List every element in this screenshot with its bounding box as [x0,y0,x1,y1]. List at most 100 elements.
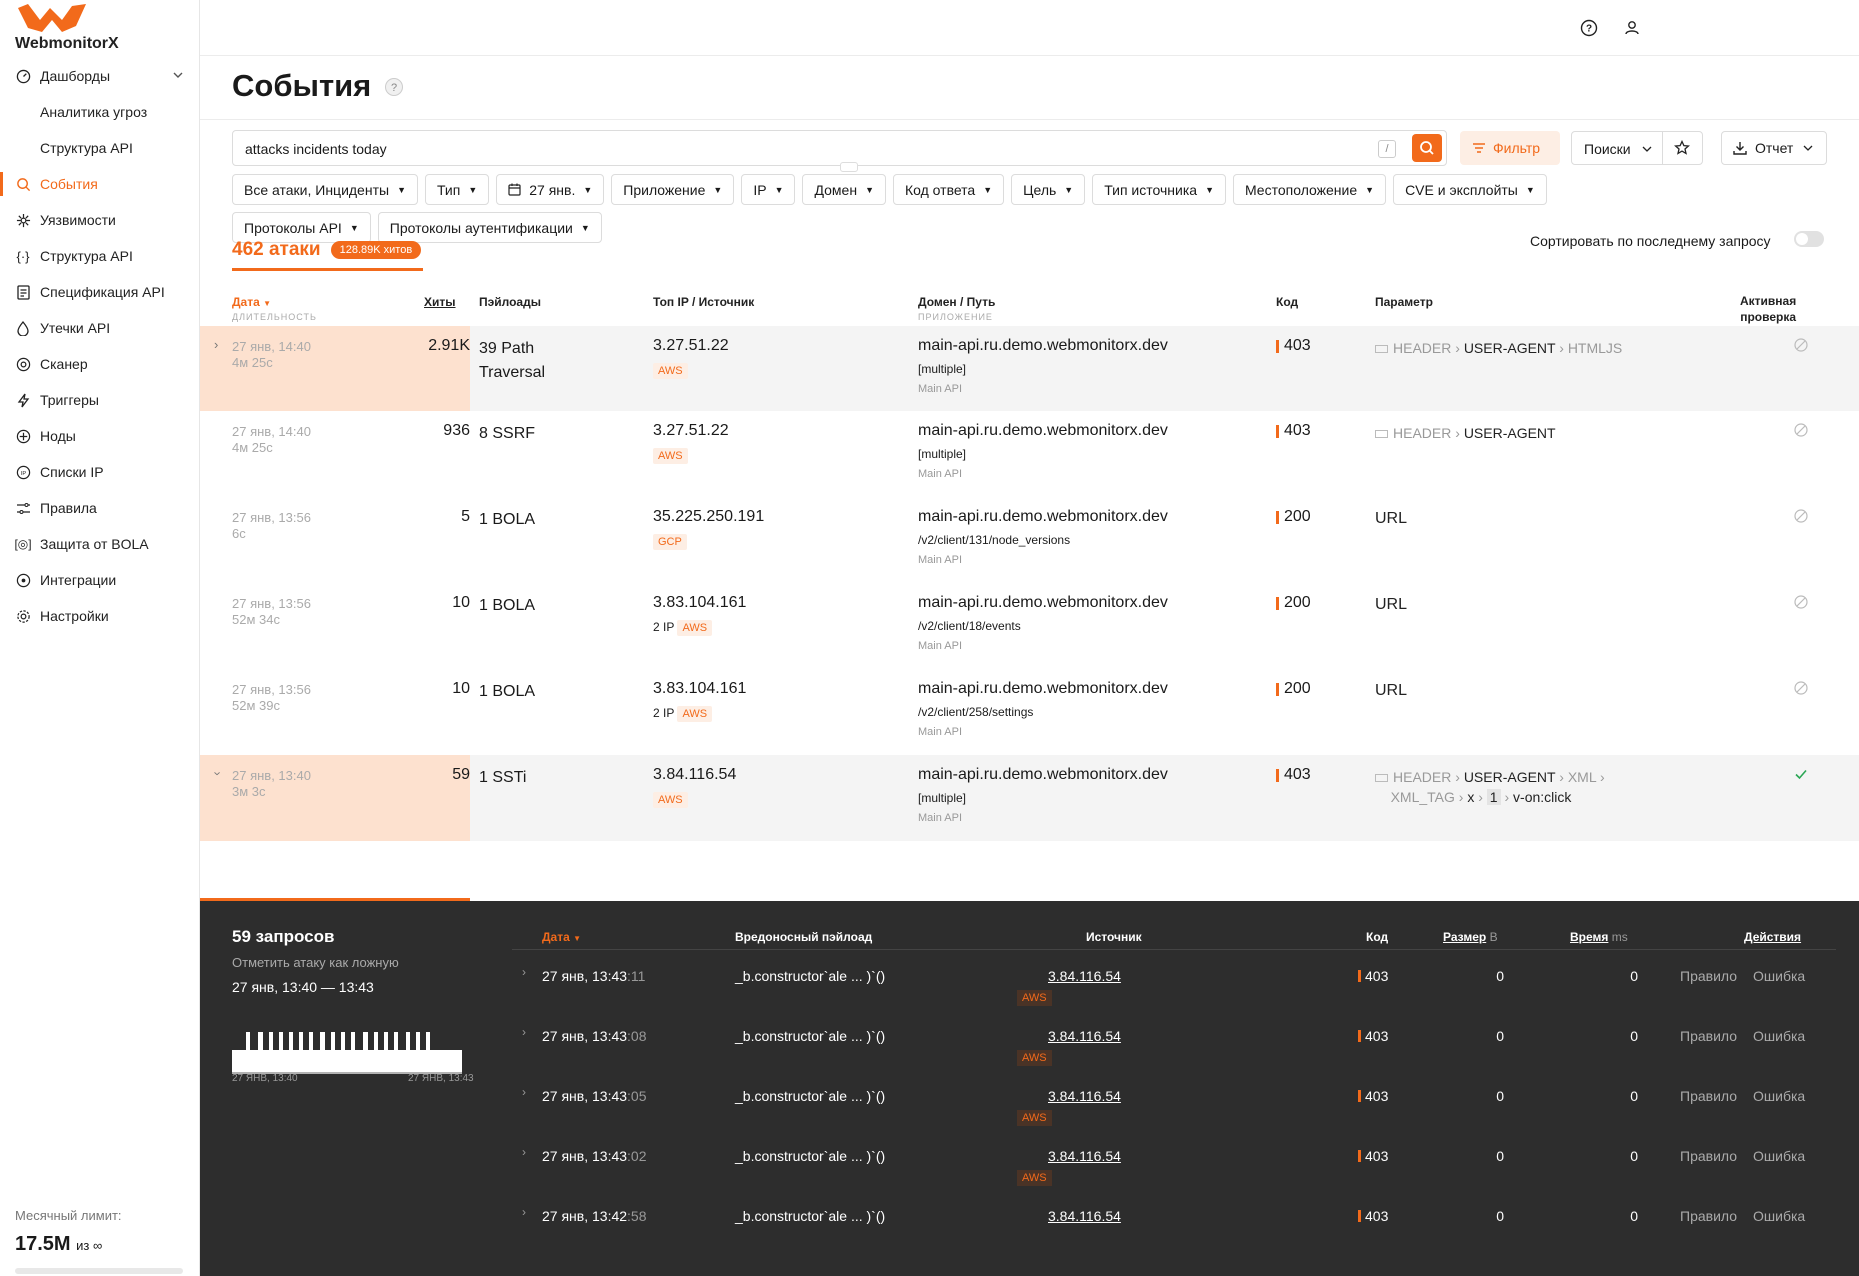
sidebar-item-rules[interactable]: Правила [0,490,200,526]
table-row[interactable]: › 27 янв, 14:40 4м 25с 2.91K 39 Path Tra… [200,326,1859,411]
sidebar-item-integrations[interactable]: Интеграции [0,562,200,598]
filter-chip-auth-protocols[interactable]: Протоколы аутентификации ▼ [377,212,602,243]
star-icon[interactable] [1674,140,1690,156]
sidebar-item-api-structure[interactable]: {·} Структура API [0,238,200,274]
request-ip[interactable]: 3.84.116.54 [1048,1028,1121,1044]
chevron-right-icon[interactable]: › [214,337,219,352]
request-row[interactable]: › 27 янв, 13:43:08 _b.constructor`ale ..… [200,1021,1859,1092]
filter-chip-type[interactable]: Тип ▼ [424,174,490,205]
sidebar-item-events[interactable]: События [0,166,200,202]
resize-handle[interactable] [840,162,858,172]
request-row[interactable]: › 27 янв, 13:43:02 _b.constructor`ale ..… [200,1141,1859,1212]
table-row[interactable]: 27 янв, 14:40 4м 25с 936 8 SSRF 3.27.51.… [200,411,1859,496]
row-ip[interactable]: 3.83.104.161 [653,680,747,697]
rule-button[interactable]: Правило [1680,968,1738,984]
error-button[interactable]: Ошибка [1753,1028,1806,1044]
filter-chip-api-protocols[interactable]: Протоколы API ▼ [232,212,371,243]
filter-chip-application[interactable]: Приложение ▼ [611,174,735,205]
filter-chip-response-code[interactable]: Код ответа ▼ [892,174,1005,205]
row-source: AWS [653,792,688,808]
filter-chip-ip[interactable]: IP ▼ [741,174,796,205]
filter-button[interactable]: Фильтр [1460,131,1560,165]
help-icon[interactable]: ? [1578,17,1600,39]
error-button[interactable]: Ошибка [1753,1148,1806,1164]
chevron-right-icon[interactable]: › [522,1085,526,1099]
sidebar-item-ip-lists[interactable]: IP Списки IP [0,454,200,490]
table-row-expanded[interactable]: › 27 янв, 13:40 3м 3с 59 1 SSTi 3.84.116… [200,755,1859,841]
sort-toggle[interactable] [1794,231,1824,247]
row-domain[interactable]: main-api.ru.demo.webmonitorx.dev [918,766,1168,783]
sidebar-item-scanner[interactable]: Сканер [0,346,200,382]
chevron-right-icon[interactable]: › [522,1145,526,1159]
table-row[interactable]: 27 янв, 13:56 52м 39с 10 1 BOLA 3.83.104… [200,669,1859,754]
sidebar-item-threat-analytics[interactable]: Аналитика угроз [0,94,200,130]
request-row[interactable]: › 27 янв, 13:42:58 _b.constructor`ale ..… [200,1201,1859,1272]
rule-button[interactable]: Правило [1680,1208,1738,1224]
table-row[interactable]: 27 янв, 13:56 6с 5 1 BOLA 35.225.250.191… [200,497,1859,582]
user-icon[interactable] [1621,17,1643,39]
saved-searches-button[interactable]: Поиски [1571,131,1703,165]
request-row[interactable]: › 27 янв, 13:43:11 _b.constructor`ale ..… [200,961,1859,1032]
col-header-time[interactable]: Время ms [1570,930,1628,944]
sidebar-item-dashboards[interactable]: Дашборды [0,58,200,94]
sidebar-item-triggers[interactable]: Триггеры [0,382,200,418]
error-button[interactable]: Ошибка [1753,1208,1806,1224]
sidebar-item-bola[interactable]: [◎] Защита от BOLA [0,526,200,562]
col-header-date[interactable]: Дата ▼ [232,295,271,309]
row-ip[interactable]: 3.83.104.161 [653,594,747,611]
filter-chip-domain[interactable]: Домен ▼ [802,174,886,205]
sidebar-item-vulnerabilities[interactable]: Уязвимости [0,202,200,238]
error-button[interactable]: Ошибка [1753,968,1806,984]
row-ip[interactable]: 3.27.51.22 [653,337,729,354]
request-ip[interactable]: 3.84.116.54 [1048,968,1121,984]
sidebar-nav: Дашборды Аналитика угроз Структура API С… [0,58,200,634]
chevron-right-icon[interactable]: › [522,1025,526,1039]
row-domain[interactable]: main-api.ru.demo.webmonitorx.dev [918,508,1168,525]
row-ip[interactable]: 3.27.51.22 [653,422,729,439]
col-header-hits[interactable]: Хиты [424,295,456,309]
row-domain[interactable]: main-api.ru.demo.webmonitorx.dev [918,422,1168,439]
error-button[interactable]: Ошибка [1753,1088,1806,1104]
filter-chip-date[interactable]: 27 янв. ▼ [496,174,605,205]
sidebar-item-api-structure-dash[interactable]: Структура API [0,130,200,166]
rule-button[interactable]: Правило [1680,1028,1738,1044]
filter-chip-target[interactable]: Цель ▼ [1011,174,1086,205]
search-button[interactable] [1412,134,1442,162]
help-icon[interactable]: ? [384,77,404,97]
col-header-size[interactable]: Размер B [1443,930,1498,944]
col-header-date[interactable]: Дата ▼ [542,930,581,944]
rule-button[interactable]: Правило [1680,1088,1738,1104]
search-query[interactable]: attacks incidents today [245,141,387,157]
request-ip[interactable]: 3.84.116.54 [1048,1208,1121,1224]
chevron-down-icon[interactable]: › [210,771,226,776]
filter-chip-attack-types[interactable]: Все атаки, Инциденты ▼ [232,174,418,205]
row-domain[interactable]: main-api.ru.demo.webmonitorx.dev [918,337,1168,354]
filter-chip-cve[interactable]: CVE и эксплойты ▼ [1393,174,1547,205]
source-tag: AWS [653,363,688,379]
sidebar-item-settings[interactable]: Настройки [0,598,200,634]
request-ip[interactable]: 3.84.116.54 [1048,1148,1121,1164]
sidebar-item-api-leaks[interactable]: Утечки API [0,310,200,346]
chevron-down-icon[interactable] [172,69,184,81]
chevron-right-icon[interactable]: › [522,1205,526,1219]
request-ip[interactable]: 3.84.116.54 [1048,1088,1121,1104]
row-domain[interactable]: main-api.ru.demo.webmonitorx.dev [918,594,1168,611]
search-input[interactable]: attacks incidents today / [232,130,1447,166]
filter-chip-location[interactable]: Местоположение ▼ [1232,174,1387,205]
brand-logo-icon[interactable] [14,2,94,36]
mark-false-positive-link[interactable]: Отметить атаку как ложную [232,955,399,970]
chevron-right-icon[interactable]: › [522,965,526,979]
row-domain[interactable]: main-api.ru.demo.webmonitorx.dev [918,680,1168,697]
brand-name[interactable]: WebmonitorX [15,35,119,52]
col-header-actions[interactable]: Действия [1744,930,1802,944]
row-ip[interactable]: 3.84.116.54 [653,766,737,783]
attack-count[interactable]: 462 атаки 128.89K хитов [232,239,422,261]
row-ip[interactable]: 35.225.250.191 [653,508,765,525]
report-button[interactable]: Отчет [1721,131,1827,165]
filter-chip-source-type[interactable]: Тип источника ▼ [1092,174,1226,205]
sidebar-item-nodes[interactable]: Ноды [0,418,200,454]
table-row[interactable]: 27 янв, 13:56 52м 34с 10 1 BOLA 3.83.104… [200,583,1859,668]
sidebar-item-api-spec[interactable]: Спецификация API [0,274,200,310]
request-row[interactable]: › 27 янв, 13:43:05 _b.constructor`ale ..… [200,1081,1859,1152]
rule-button[interactable]: Правило [1680,1148,1738,1164]
